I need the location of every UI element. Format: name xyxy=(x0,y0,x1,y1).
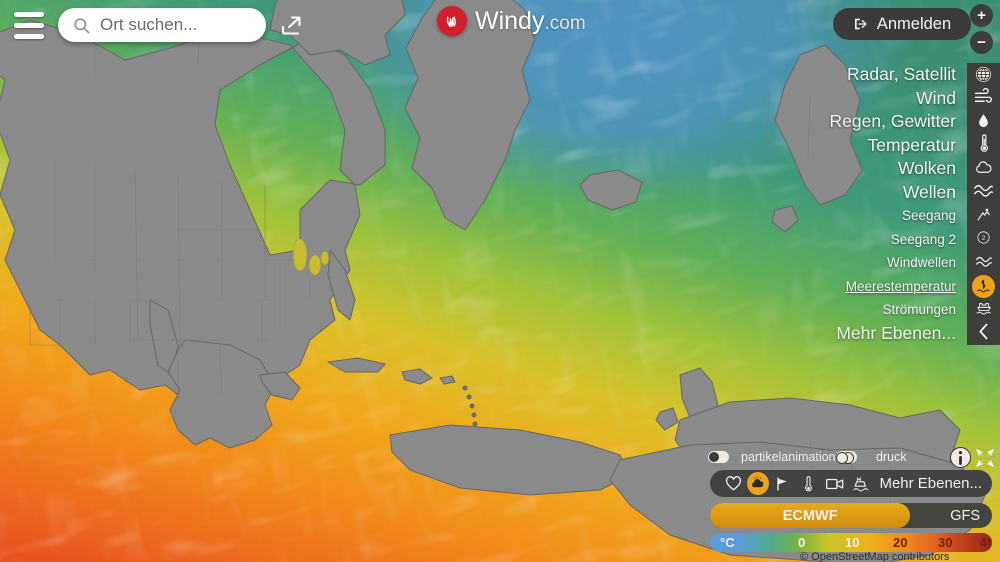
svg-text:2: 2 xyxy=(982,236,985,242)
